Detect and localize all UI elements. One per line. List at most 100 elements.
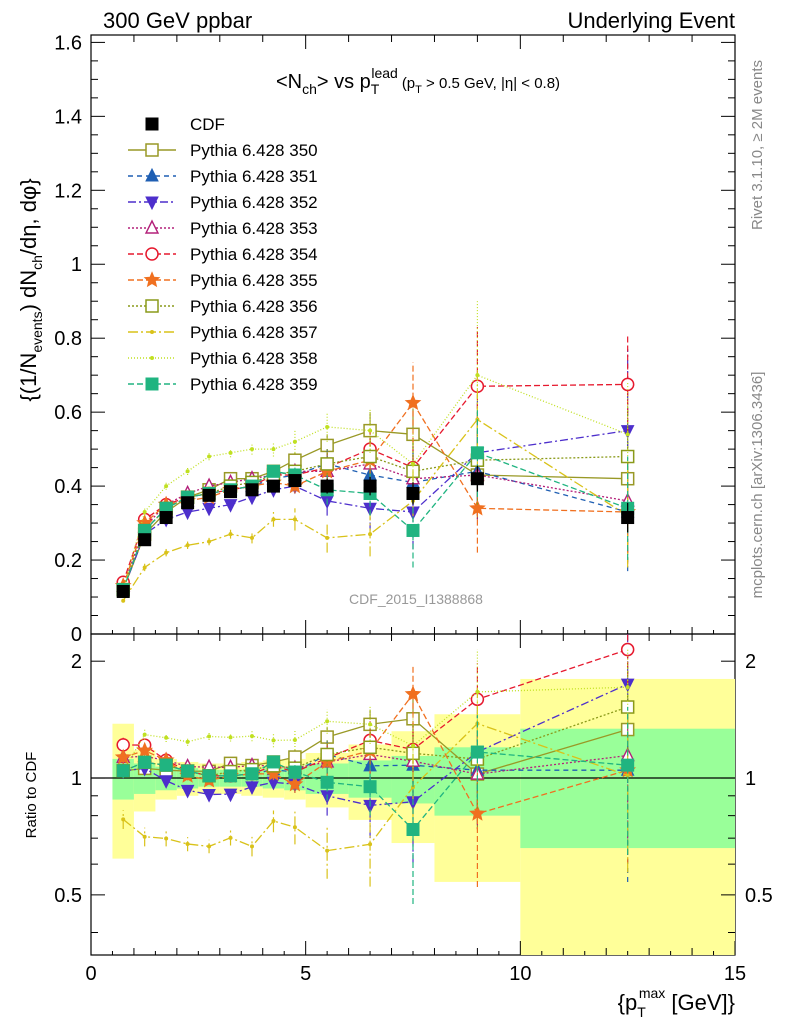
cdf-data-point: [202, 488, 216, 502]
ratio-point: [142, 732, 147, 737]
ratio-point: [202, 789, 216, 803]
legend-item: Pythia 6.428 356: [128, 297, 318, 316]
mcplots-reference-label: mcplots.cern.ch [arXiv:1306.3436]: [749, 372, 766, 599]
series-line: [122, 418, 629, 602]
ratio-point: [207, 844, 212, 849]
data-point: [164, 484, 169, 489]
ratio-point: [320, 747, 334, 762]
data-point: [325, 535, 330, 540]
ratio-point: [228, 835, 233, 840]
ratio-point: [368, 722, 373, 727]
ratio-point: [320, 730, 334, 744]
legend-label: Pythia 6.428 355: [190, 271, 318, 290]
ratio-y-tick-label: 1: [71, 768, 82, 790]
ratio-point: [363, 740, 377, 755]
legend: CDF Pythia 6.428 350 Pythia 6.428 351 Pythi…: [128, 115, 318, 394]
analysis-watermark: CDF_2015_I1388868: [349, 591, 483, 607]
legend-item: Pythia 6.428 351: [128, 167, 318, 186]
ratio-point: [625, 685, 630, 690]
ratio-y-tick-label-right: 2: [745, 651, 756, 673]
legend-item: Pythia 6.428 358: [128, 349, 318, 368]
ratio-point: [411, 743, 415, 748]
ratio-point: [288, 765, 302, 779]
legend-item: Pythia 6.428 355: [128, 271, 318, 290]
x-tick-label: 10: [509, 963, 531, 985]
y-tick-label: 0.2: [54, 550, 82, 572]
data-point: [620, 377, 635, 392]
ratio-point: [325, 848, 330, 853]
legend-label: Pythia 6.428 353: [190, 219, 318, 238]
ratio-point: [250, 844, 254, 849]
ratio-y-tick-label: 0.5: [54, 885, 82, 907]
ratio-point: [116, 764, 130, 778]
y-tick-label: 0.8: [54, 328, 82, 350]
data-point: [325, 424, 330, 429]
cdf-data-point: [288, 474, 302, 488]
cdf-data-point: [181, 496, 195, 510]
x-tick-label: 0: [85, 963, 96, 985]
data-point: [292, 517, 297, 522]
legend-label: CDF: [190, 115, 225, 134]
ratio-point: [164, 836, 169, 841]
data-point: [228, 450, 233, 455]
data-point: [142, 509, 147, 514]
ratio-point: [625, 773, 630, 778]
data-point: [185, 469, 190, 474]
data-point: [368, 532, 373, 537]
ratio-point: [469, 804, 486, 821]
ratio-point: [325, 719, 330, 724]
legend-item: Pythia 6.428 352: [128, 193, 318, 212]
cdf-data-point: [159, 511, 173, 525]
cdf-data-point: [470, 472, 484, 486]
ratio-series-line: [122, 722, 628, 852]
cdf-data-point: [116, 584, 130, 598]
data-point: [406, 523, 420, 537]
data-point: [121, 598, 126, 603]
data-point: [292, 439, 297, 444]
cdf-data-point: [266, 479, 280, 493]
y-tick-label: 0.6: [54, 402, 82, 424]
main-series-group: [114, 301, 637, 603]
data-point: [250, 535, 254, 540]
ratio-point: [320, 775, 334, 789]
ratio-series-pythia-359: [116, 707, 635, 904]
ratio-point: [363, 780, 377, 794]
legend-label: Pythia 6.428 354: [190, 245, 318, 264]
data-point: [164, 550, 169, 555]
cdf-data-point: [363, 479, 377, 493]
ratio-y-tick-label-right: 1: [745, 768, 756, 790]
plot-title: <Nch> vs pTlead(pT > 0.5 GeV, |η| < 0.8): [276, 65, 560, 97]
data-point: [368, 428, 373, 433]
data-point: [625, 432, 630, 437]
data-point: [202, 502, 216, 517]
ratio-point: [271, 738, 276, 743]
data-point: [320, 457, 334, 471]
ratio-point: [620, 642, 635, 657]
ratio-y-axis-label: Ratio to CDF: [23, 752, 40, 839]
y-axis-label: {(1/Nevents) dNch/dη, dφ}: [16, 178, 45, 401]
y-tick-label: 0.4: [54, 476, 82, 498]
ratio-point: [185, 739, 190, 744]
data-point: [470, 446, 484, 460]
ratio-point: [121, 817, 126, 822]
series-line: [122, 463, 628, 590]
data-point: [142, 565, 147, 570]
series-line: [122, 383, 628, 583]
data-point: [266, 464, 280, 478]
cdf-data-point: [245, 483, 259, 497]
ratio-point: [245, 781, 259, 796]
ratio-y-tick-label: 2: [71, 651, 82, 673]
data-point: [469, 499, 486, 516]
header-right-label: Underlying Event: [567, 8, 735, 33]
cdf-data-point: [621, 511, 635, 525]
series-line: [122, 401, 628, 587]
data-point: [223, 499, 238, 513]
cdf-data-point: [224, 485, 238, 499]
ratio-point: [185, 842, 190, 847]
data-point: [250, 447, 254, 452]
ratio-point: [292, 738, 297, 743]
legend-label: Pythia 6.428 359: [190, 375, 318, 394]
rivet-version-label: Rivet 3.1.10, ≥ 2M events: [749, 60, 766, 230]
ratio-point: [228, 735, 233, 740]
